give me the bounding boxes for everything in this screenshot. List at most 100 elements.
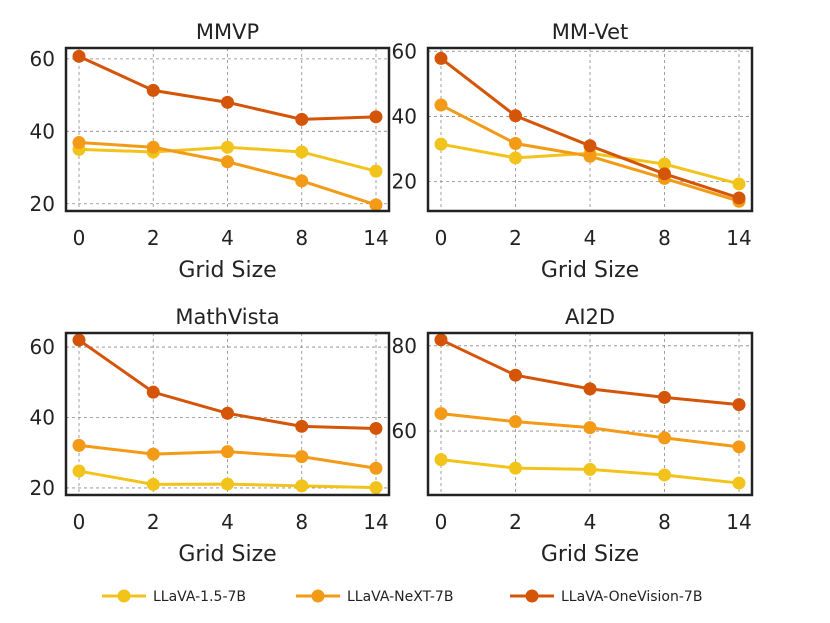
data-point-llava-next-7b [369, 198, 383, 212]
y-tick-label: 20 [30, 192, 55, 216]
data-point-llava-next-7b [146, 140, 160, 154]
x-tick-label: 4 [584, 226, 597, 250]
x-axis-label: Grid Size [541, 542, 639, 567]
x-tick-label: 0 [435, 226, 448, 250]
x-tick-label: 14 [726, 226, 751, 250]
y-tick-label: 60 [30, 47, 55, 71]
y-tick-label: 60 [392, 419, 417, 443]
data-point-llava-onevision-7b [146, 83, 160, 97]
subplot-mmvp: MMVP 0 2 4 8 14 20 40 60 Grid Size [30, 20, 391, 283]
legend-item-llava-onevision-7b: LLaVA-OneVision-7B [510, 589, 702, 605]
legend-label: LLaVA-OneVision-7B [561, 589, 702, 605]
y-tick-label: 80 [392, 334, 417, 358]
x-tick-label: 2 [147, 510, 160, 534]
legend-item-llava-next-7b: LLaVA-NeXT-7B [296, 589, 453, 605]
x-tick-label: 4 [584, 510, 597, 534]
data-point-llava-onevision-7b [583, 382, 597, 396]
data-point-llava-1-5-7b [583, 462, 597, 476]
data-point-llava-onevision-7b [221, 95, 234, 109]
data-point-llava-onevision-7b [72, 333, 86, 347]
data-point-llava-next-7b [146, 447, 160, 461]
x-tick-label: 8 [295, 510, 308, 534]
data-point-llava-onevision-7b [295, 112, 309, 126]
legend-item-llava-1-5-7b: LLaVA-1.5-7B [102, 589, 246, 605]
data-point-llava-next-7b [369, 461, 383, 475]
y-tick-label: 40 [30, 119, 55, 143]
data-point-llava-onevision-7b [72, 49, 86, 63]
x-tick-label: 2 [509, 510, 522, 534]
subplot-title: AI2D [565, 305, 615, 329]
data-point-llava-onevision-7b [658, 167, 671, 181]
subplot-title: MM-Vet [552, 20, 628, 44]
data-point-llava-onevision-7b [295, 419, 309, 433]
data-point-llava-onevision-7b [732, 398, 746, 412]
data-point-llava-1-5-7b [221, 477, 234, 491]
x-axis-label: Grid Size [541, 258, 639, 283]
y-tick-label: 40 [392, 104, 417, 128]
data-point-llava-next-7b [583, 421, 597, 435]
x-tick-label: 0 [73, 226, 86, 250]
data-point-llava-1-5-7b [509, 151, 522, 165]
x-tick-label: 14 [363, 226, 388, 250]
data-point-llava-1-5-7b [732, 177, 746, 191]
data-point-llava-1-5-7b [509, 461, 522, 475]
plot-frame [426, 331, 754, 497]
data-point-llava-next-7b [72, 136, 86, 150]
x-tick-label: 0 [435, 510, 448, 534]
x-tick-label: 4 [221, 510, 234, 534]
data-point-llava-1-5-7b [295, 145, 309, 159]
data-point-llava-onevision-7b [369, 110, 383, 124]
subplot-ai2d: AI2D 0 2 4 8 14 60 80 Grid Size [392, 305, 754, 567]
data-point-llava-onevision-7b [434, 333, 448, 347]
x-tick-label: 8 [658, 226, 671, 250]
data-point-llava-next-7b [658, 431, 671, 445]
data-point-llava-1-5-7b [658, 468, 671, 482]
data-point-llava-1-5-7b [146, 477, 160, 491]
data-point-llava-1-5-7b [434, 453, 448, 467]
data-point-llava-1-5-7b [369, 164, 383, 178]
data-point-llava-next-7b [295, 174, 309, 188]
x-tick-label: 0 [73, 510, 86, 534]
data-point-llava-1-5-7b [295, 479, 309, 493]
data-point-llava-1-5-7b [369, 481, 383, 495]
data-point-llava-onevision-7b [509, 368, 522, 382]
x-axis-label: Grid Size [178, 258, 276, 283]
x-tick-label: 4 [221, 226, 234, 250]
legend: LLaVA-1.5-7B LLaVA-NeXT-7B LLaVA-OneVision… [102, 589, 702, 605]
data-point-llava-next-7b [583, 149, 597, 163]
data-point-llava-onevision-7b [732, 191, 746, 205]
x-tick-label: 14 [726, 510, 751, 534]
data-point-llava-1-5-7b [732, 476, 746, 490]
data-point-llava-onevision-7b [658, 390, 671, 404]
data-point-llava-onevision-7b [583, 139, 597, 153]
legend-marker [117, 589, 131, 603]
plot-frame [426, 46, 754, 213]
y-tick-label: 20 [30, 476, 55, 500]
plot-frame [64, 46, 391, 213]
data-point-llava-1-5-7b [221, 140, 234, 154]
subplot-mm-vet: MM-Vet 0 2 4 8 14 20 40 60 Grid Size [392, 20, 754, 283]
data-point-llava-1-5-7b [434, 137, 448, 151]
legend-label: LLaVA-NeXT-7B [347, 589, 453, 605]
data-point-llava-next-7b [72, 438, 86, 452]
data-point-llava-onevision-7b [509, 109, 522, 123]
x-tick-label: 14 [363, 510, 388, 534]
legend-marker [311, 589, 325, 603]
data-point-llava-onevision-7b [221, 406, 234, 420]
data-point-llava-next-7b [509, 415, 522, 429]
x-tick-label: 2 [147, 226, 160, 250]
data-point-llava-next-7b [221, 445, 234, 459]
data-point-llava-next-7b [732, 440, 746, 454]
y-tick-label: 40 [30, 406, 55, 430]
subplot-title: MathVista [175, 305, 279, 329]
y-tick-label: 20 [392, 170, 417, 194]
x-axis-label: Grid Size [178, 542, 276, 567]
data-point-llava-next-7b [434, 407, 448, 421]
data-point-llava-next-7b [221, 155, 234, 169]
legend-marker [525, 589, 539, 603]
data-point-llava-1-5-7b [658, 157, 671, 171]
data-point-llava-onevision-7b [369, 421, 383, 435]
data-point-llava-next-7b [509, 137, 522, 151]
